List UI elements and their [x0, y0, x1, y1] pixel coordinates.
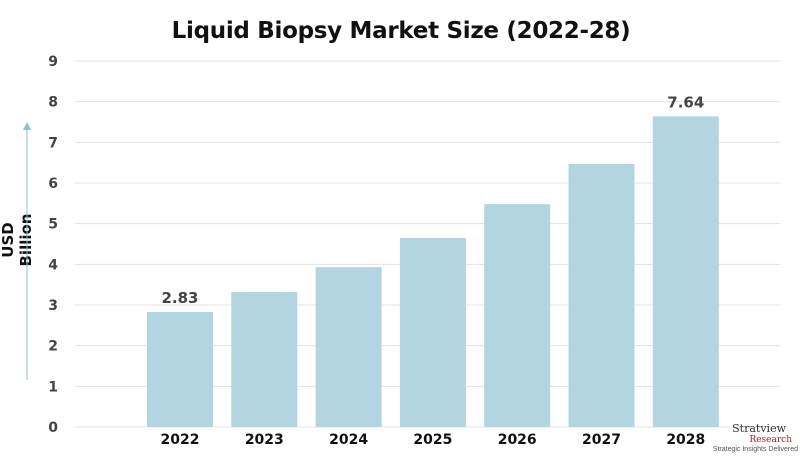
bar-2027: [568, 163, 635, 428]
y-tick-label: 4: [48, 257, 58, 273]
y-tick-label: 7: [48, 135, 58, 151]
bar-2026: [484, 204, 551, 427]
stratview-logo: Stratview Research Strategic Insights De…: [713, 423, 798, 454]
bar-2028: [652, 116, 719, 427]
y-tick-label: 3: [48, 298, 58, 314]
y-tick-label: 6: [48, 176, 58, 192]
bar-2025: [399, 237, 466, 427]
bar-2022: [147, 311, 213, 427]
x-tick-label: 2025: [413, 432, 452, 448]
y-tick-label: 2: [48, 339, 58, 355]
y-tick-label: 8: [48, 95, 58, 111]
bar-2023: [231, 291, 298, 427]
y-tick-label: 1: [48, 379, 58, 395]
arrow-head-icon: [23, 122, 31, 130]
x-tick-label: 2024: [329, 432, 368, 448]
y-tick-label: 5: [48, 217, 58, 233]
y-tick-label: 0: [48, 420, 58, 436]
x-tick-label: 2028: [666, 432, 705, 448]
x-tick-label: 2027: [582, 432, 621, 448]
bar-2024: [315, 267, 382, 427]
data-label: 2.83: [161, 289, 198, 307]
logo-name: Stratview: [732, 422, 786, 435]
logo-sub: Research: [749, 435, 792, 445]
data-label: 7.64: [667, 93, 704, 111]
y-tick-label: 9: [48, 54, 58, 70]
x-tick-label: 2022: [161, 432, 200, 448]
x-tick-label: 2026: [498, 432, 537, 448]
x-tick-label: 2023: [245, 432, 284, 448]
chart-title: Liquid Biopsy Market Size (2022-28): [171, 18, 631, 44]
logo-tagline: Strategic Insights Delivered: [712, 446, 798, 453]
